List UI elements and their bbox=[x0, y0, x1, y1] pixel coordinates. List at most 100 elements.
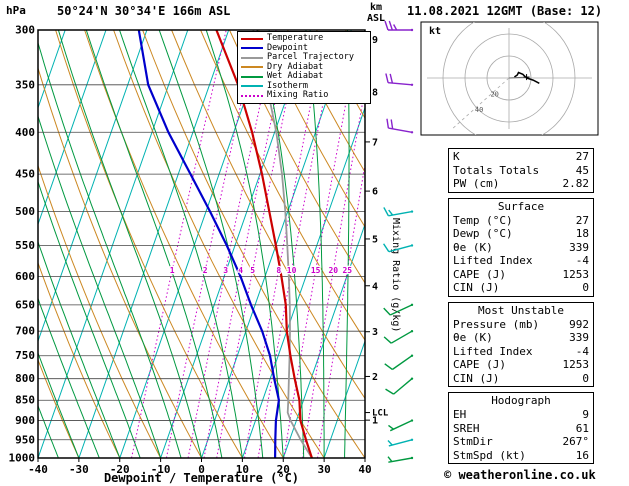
legend-label: Parcel Trajectory bbox=[267, 52, 354, 63]
svg-text:1000: 1000 bbox=[9, 452, 36, 465]
svg-text:8: 8 bbox=[276, 266, 281, 275]
hodograph-ring bbox=[486, 55, 532, 101]
indices-table: K 27 Totals Totals 45 PW (cm) 2.82 bbox=[448, 148, 594, 193]
svg-text:10: 10 bbox=[236, 463, 249, 476]
svg-text:750: 750 bbox=[15, 349, 35, 362]
table-row-label: SREH bbox=[453, 421, 480, 435]
wind-barb bbox=[385, 73, 414, 86]
hodograph-unit-label: kt bbox=[429, 26, 442, 37]
svg-text:4: 4 bbox=[372, 281, 378, 292]
svg-text:500: 500 bbox=[15, 205, 35, 218]
legend-label: Isotherm bbox=[267, 80, 308, 91]
table-row-value: 0 bbox=[582, 371, 589, 385]
table-row-label: θe (K) bbox=[453, 331, 493, 344]
legend-line-swatch bbox=[241, 56, 263, 59]
wind-barbs bbox=[383, 20, 414, 463]
table-row: θe (K) 339 bbox=[453, 331, 589, 345]
table-row-value: 0 bbox=[582, 281, 589, 294]
table-row-value: 18 bbox=[575, 227, 589, 240]
svg-text:1: 1 bbox=[372, 416, 378, 427]
svg-text:450: 450 bbox=[15, 168, 35, 181]
svg-text:850: 850 bbox=[15, 394, 35, 407]
svg-text:350: 350 bbox=[15, 78, 35, 91]
svg-text:2: 2 bbox=[372, 372, 378, 383]
table-header: Surface bbox=[497, 199, 545, 213]
wind-barb bbox=[388, 419, 414, 432]
station-title: 50°24'N 30°34'E 166m ASL bbox=[57, 4, 231, 18]
svg-text:0: 0 bbox=[198, 463, 205, 476]
table-row-label: θe (K) bbox=[453, 240, 493, 254]
legend-item: Mixing Ratio bbox=[241, 91, 367, 101]
table-row-label: Pressure (mb) bbox=[453, 317, 540, 331]
table-row-label: Temp (°C) bbox=[453, 213, 513, 227]
legend-line-swatch bbox=[241, 94, 263, 97]
wind-barb bbox=[385, 377, 414, 395]
svg-text:400: 400 bbox=[15, 126, 35, 139]
svg-text:10: 10 bbox=[287, 266, 297, 275]
temperature-tick-labels: -40 -30 -20 -10 0 10 20 30 40 bbox=[28, 458, 372, 476]
km-axis-label-bottom: ASL bbox=[367, 13, 386, 24]
svg-text:5: 5 bbox=[372, 234, 378, 245]
legend-line-swatch bbox=[241, 47, 263, 50]
table-row-value: 339 bbox=[569, 331, 589, 344]
table-header: Hodograph bbox=[491, 394, 551, 407]
chart-legend: Temperature Dewpoint Parcel Trajectory Dry … bbox=[237, 31, 371, 104]
table-row-value: 1253 bbox=[562, 267, 590, 281]
table-row: Totals Totals 45 bbox=[453, 164, 589, 178]
wind-barb bbox=[383, 330, 414, 344]
legend-label: Wet Adiabat bbox=[267, 71, 324, 82]
svg-text:800: 800 bbox=[15, 372, 35, 385]
table-row-value: 339 bbox=[569, 240, 589, 254]
table-row-label: EH bbox=[453, 408, 467, 421]
hodograph-box bbox=[420, 21, 599, 136]
hodograph-ring bbox=[442, 22, 576, 135]
datetime-title: 11.08.2021 12GMT (Base: 12) bbox=[407, 4, 603, 18]
svg-text:25: 25 bbox=[342, 266, 352, 275]
table-row-label: StmDir bbox=[453, 435, 493, 448]
lcl-label: LCL bbox=[372, 409, 389, 419]
legend-item: Parcel Trajectory bbox=[241, 53, 367, 63]
table-row-label: CIN (J) bbox=[453, 371, 500, 385]
legend-item: Dewpoint bbox=[241, 43, 367, 54]
svg-text:950: 950 bbox=[15, 433, 35, 446]
table-row: PW (cm) 2.82 bbox=[453, 177, 589, 191]
temperature-curve bbox=[215, 30, 313, 458]
table-row: Dewp (°C) 18 bbox=[453, 227, 589, 241]
table-row-label: Lifted Index bbox=[453, 254, 533, 267]
table-row-label: CAPE (J) bbox=[453, 267, 506, 281]
table-row: EH 9 bbox=[453, 408, 589, 422]
legend-line-swatch bbox=[241, 37, 263, 40]
table-row: CAPE (J) 1253 bbox=[453, 358, 589, 372]
table-row-value: 267° bbox=[562, 435, 590, 448]
legend-line-swatch bbox=[241, 75, 263, 78]
wind-barb bbox=[384, 20, 414, 32]
hodograph-trace bbox=[513, 71, 540, 84]
svg-text:15: 15 bbox=[311, 266, 321, 275]
table-row-value: 16 bbox=[575, 448, 589, 462]
legend-line-swatch bbox=[241, 66, 263, 69]
svg-text:40: 40 bbox=[358, 463, 371, 476]
hodograph-ring bbox=[464, 33, 554, 123]
svg-text:20: 20 bbox=[277, 463, 290, 476]
mixing-ratio-axis-label: Mixing Ratio (g/kg) bbox=[390, 218, 401, 332]
svg-text:7: 7 bbox=[372, 137, 378, 148]
svg-text:900: 900 bbox=[15, 414, 35, 427]
sounding-curves bbox=[137, 30, 313, 458]
table-row-value: 27 bbox=[575, 213, 589, 227]
indices-panel: K 27 Totals Totals 45 PW (cm) 2.82 Surface Temp… bbox=[448, 148, 594, 464]
svg-text:-30: -30 bbox=[69, 463, 89, 476]
table-row: Lifted Index -4 bbox=[453, 254, 589, 268]
table-row-value: -4 bbox=[575, 344, 589, 358]
legend-label: Mixing Ratio bbox=[267, 90, 329, 101]
table-row-label: Dewp (°C) bbox=[453, 227, 513, 240]
svg-text:6: 6 bbox=[372, 187, 378, 198]
table-row-label: Totals Totals bbox=[453, 163, 540, 177]
table-row-value: 45 bbox=[575, 163, 589, 177]
svg-text:5: 5 bbox=[250, 266, 255, 275]
table-row-label: Lifted Index bbox=[453, 344, 533, 358]
svg-text:20: 20 bbox=[328, 266, 338, 275]
hodograph-ring-label: 40 bbox=[475, 106, 483, 114]
hodograph-ring-label: 20 bbox=[490, 91, 498, 99]
